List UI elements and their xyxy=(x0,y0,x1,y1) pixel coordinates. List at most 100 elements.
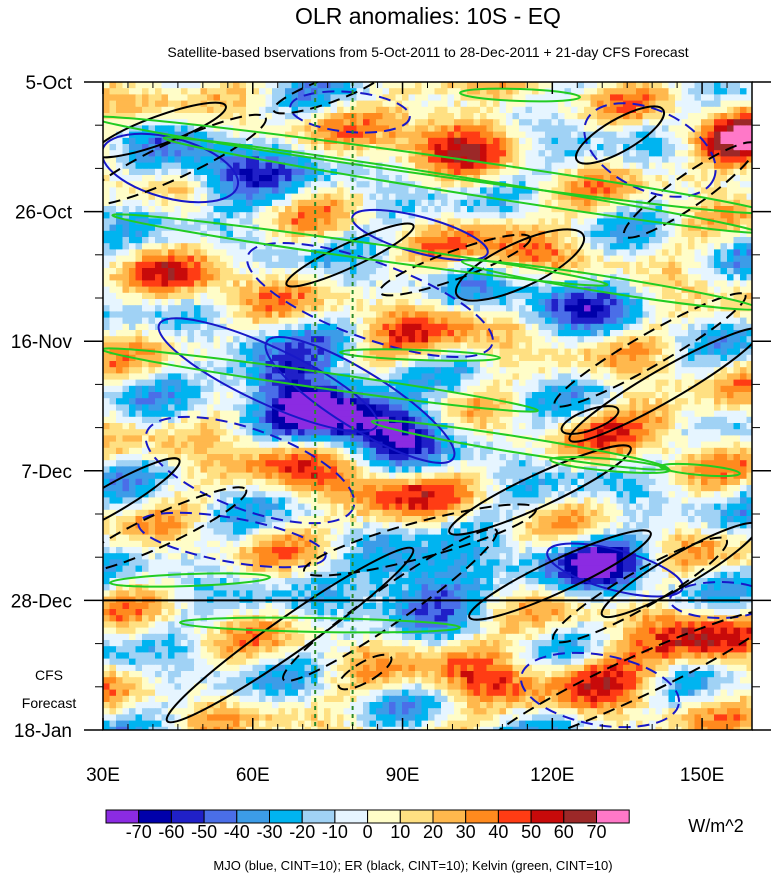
olr-cell xyxy=(740,94,748,102)
olr-cell xyxy=(740,156,748,164)
olr-cell xyxy=(447,249,455,257)
olr-cell xyxy=(382,299,390,306)
olr-cell xyxy=(454,88,462,95)
olr-cell xyxy=(512,330,520,337)
olr-cell xyxy=(252,150,260,157)
olr-cell xyxy=(532,144,540,151)
olr-cell xyxy=(187,385,195,393)
olr-cell xyxy=(129,243,137,250)
olr-cell xyxy=(239,280,247,288)
olr-cell xyxy=(148,274,156,281)
olr-cell xyxy=(109,354,117,362)
olr-cell xyxy=(590,212,598,219)
olr-cell xyxy=(421,299,429,306)
olr-cell xyxy=(356,299,364,306)
olr-cell xyxy=(415,379,423,387)
olr-cell xyxy=(291,268,299,275)
olr-cell xyxy=(246,106,254,114)
olr-cell xyxy=(148,311,156,319)
olr-cell xyxy=(441,193,449,201)
olr-cell xyxy=(337,385,345,393)
olr-cell xyxy=(369,82,377,89)
olr-cell xyxy=(545,218,553,226)
olr-cell xyxy=(369,113,377,120)
olr-cell xyxy=(142,261,150,269)
olr-cell xyxy=(597,274,605,281)
olr-cell xyxy=(499,299,507,306)
olr-cell xyxy=(655,150,663,157)
olr-cell xyxy=(194,311,202,319)
olr-cell xyxy=(285,137,293,145)
olr-cell xyxy=(740,199,748,207)
olr-cell xyxy=(161,255,169,263)
olr-cell xyxy=(324,292,332,300)
olr-cell xyxy=(109,106,117,114)
olr-cell xyxy=(558,385,566,393)
olr-cell xyxy=(103,137,111,145)
olr-cell xyxy=(304,268,312,275)
olr-cell xyxy=(519,292,527,300)
olr-cell xyxy=(746,379,752,387)
olr-cell xyxy=(454,131,462,139)
olr-cell xyxy=(382,305,390,312)
olr-cell xyxy=(259,193,267,201)
olr-cell xyxy=(655,330,663,337)
olr-cell xyxy=(389,100,397,108)
olr-cell xyxy=(337,206,345,213)
olr-cell xyxy=(168,292,176,300)
olr-cell xyxy=(168,100,176,108)
olr-cell xyxy=(675,181,683,188)
olr-cell xyxy=(688,255,696,263)
olr-cell xyxy=(675,187,683,195)
olr-cell xyxy=(402,113,410,120)
olr-cell xyxy=(161,88,169,95)
olr-cell xyxy=(200,131,208,139)
olr-cell xyxy=(636,113,644,120)
olr-cell xyxy=(389,348,397,356)
olr-cell xyxy=(727,150,735,157)
olr-cell xyxy=(714,280,722,288)
olr-cell xyxy=(116,280,124,288)
olr-cell xyxy=(213,373,221,381)
olr-cell xyxy=(746,150,752,157)
chart-subtitle: Satellite-based bservations from 5-Oct-2… xyxy=(167,44,688,60)
olr-cell xyxy=(181,100,189,108)
olr-cell xyxy=(610,206,618,213)
olr-cell xyxy=(304,162,312,170)
olr-cell xyxy=(460,100,468,108)
olr-cell xyxy=(688,243,696,250)
olr-cell xyxy=(194,193,202,201)
olr-cell xyxy=(590,323,598,331)
olr-cell xyxy=(506,286,514,294)
olr-cell xyxy=(109,187,117,195)
olr-cell xyxy=(525,292,533,300)
olr-cell xyxy=(311,268,319,275)
olr-cell xyxy=(317,106,325,114)
olr-cell xyxy=(265,268,273,275)
olr-cell xyxy=(408,385,416,393)
olr-cell xyxy=(512,323,520,331)
olr-cell xyxy=(220,137,228,145)
olr-cell xyxy=(363,299,371,306)
olr-cell xyxy=(226,156,234,164)
olr-cell xyxy=(499,82,507,89)
olr-cell xyxy=(187,212,195,219)
olr-cell xyxy=(181,175,189,182)
olr-cell xyxy=(369,212,377,219)
olr-cell xyxy=(174,193,182,201)
olr-cell xyxy=(363,268,371,275)
olr-cell xyxy=(213,168,221,176)
olr-cell xyxy=(129,274,137,281)
olr-cell xyxy=(603,255,611,263)
olr-cell xyxy=(629,113,637,120)
olr-cell xyxy=(558,119,566,126)
olr-cell xyxy=(506,292,514,300)
olr-cell xyxy=(428,317,436,325)
olr-cell xyxy=(434,193,442,201)
olr-cell xyxy=(421,336,429,343)
olr-cell xyxy=(298,212,306,219)
olr-cell xyxy=(441,367,449,374)
olr-cell xyxy=(558,354,566,362)
olr-cell xyxy=(200,323,208,331)
olr-cell xyxy=(571,100,579,108)
